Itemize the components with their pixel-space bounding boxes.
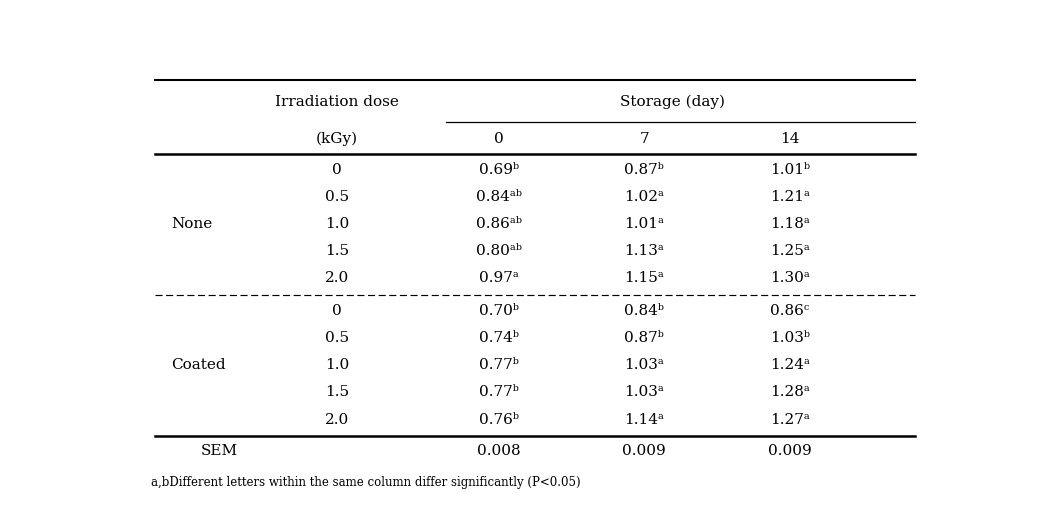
- Text: 1.01ᵇ: 1.01ᵇ: [769, 163, 810, 177]
- Text: 1.28ᵃ: 1.28ᵃ: [770, 386, 810, 400]
- Text: 0.86ᶜ: 0.86ᶜ: [770, 304, 809, 318]
- Text: Storage (day): Storage (day): [620, 95, 726, 110]
- Text: 0.87ᵇ: 0.87ᵇ: [624, 331, 664, 345]
- Text: 2.0: 2.0: [325, 271, 349, 285]
- Text: 1.13ᵃ: 1.13ᵃ: [624, 244, 664, 258]
- Text: 0: 0: [332, 304, 341, 318]
- Text: 0.84ᵃᵇ: 0.84ᵃᵇ: [476, 190, 522, 204]
- Text: 0.86ᵃᵇ: 0.86ᵃᵇ: [476, 217, 522, 231]
- Text: 0.74ᵇ: 0.74ᵇ: [478, 331, 519, 345]
- Text: a,bDifferent letters within the same column differ significantly (P<0.05): a,bDifferent letters within the same col…: [150, 476, 580, 489]
- Text: SEM: SEM: [200, 444, 238, 458]
- Text: 14: 14: [780, 132, 800, 146]
- Text: 0.77ᵇ: 0.77ᵇ: [479, 358, 519, 372]
- Text: 7: 7: [640, 132, 649, 146]
- Text: 0.87ᵇ: 0.87ᵇ: [624, 163, 664, 177]
- Text: 1.03ᵇ: 1.03ᵇ: [769, 331, 810, 345]
- Text: 1.0: 1.0: [325, 358, 349, 372]
- Text: 0.009: 0.009: [768, 444, 812, 458]
- Text: 0.70ᵇ: 0.70ᵇ: [478, 304, 519, 318]
- Text: 1.03ᵃ: 1.03ᵃ: [624, 358, 664, 372]
- Text: None: None: [171, 217, 212, 231]
- Text: 0: 0: [332, 163, 341, 177]
- Text: 0: 0: [494, 132, 503, 146]
- Text: 1.18ᵃ: 1.18ᵃ: [770, 217, 810, 231]
- Text: 0.80ᵃᵇ: 0.80ᵃᵇ: [476, 244, 522, 258]
- Text: 0.69ᵇ: 0.69ᵇ: [478, 163, 519, 177]
- Text: 0.76ᵇ: 0.76ᵇ: [478, 413, 519, 427]
- Text: 0.84ᵇ: 0.84ᵇ: [624, 304, 664, 318]
- Text: 1.14ᵃ: 1.14ᵃ: [624, 413, 664, 427]
- Text: Irradiation dose: Irradiation dose: [275, 95, 399, 109]
- Text: 0.77ᵇ: 0.77ᵇ: [479, 386, 519, 400]
- Text: 1.0: 1.0: [325, 217, 349, 231]
- Text: 1.27ᵃ: 1.27ᵃ: [770, 413, 810, 427]
- Text: 0.97ᵃ: 0.97ᵃ: [479, 271, 519, 285]
- Text: 1.25ᵃ: 1.25ᵃ: [770, 244, 810, 258]
- Text: 1.30ᵃ: 1.30ᵃ: [770, 271, 810, 285]
- Text: 0.5: 0.5: [325, 190, 349, 204]
- Text: (kGy): (kGy): [315, 132, 358, 146]
- Text: 1.02ᵃ: 1.02ᵃ: [624, 190, 664, 204]
- Text: 1.24ᵃ: 1.24ᵃ: [769, 358, 810, 372]
- Text: 1.01ᵃ: 1.01ᵃ: [624, 217, 664, 231]
- Text: 0.009: 0.009: [622, 444, 666, 458]
- Text: 0.008: 0.008: [477, 444, 521, 458]
- Text: 1.15ᵃ: 1.15ᵃ: [624, 271, 664, 285]
- Text: 1.03ᵃ: 1.03ᵃ: [624, 386, 664, 400]
- Text: Coated: Coated: [171, 358, 226, 372]
- Text: 1.5: 1.5: [325, 244, 349, 258]
- Text: 2.0: 2.0: [325, 413, 349, 427]
- Text: 0.5: 0.5: [325, 331, 349, 345]
- Text: 1.21ᵃ: 1.21ᵃ: [769, 190, 810, 204]
- Text: 1.5: 1.5: [325, 386, 349, 400]
